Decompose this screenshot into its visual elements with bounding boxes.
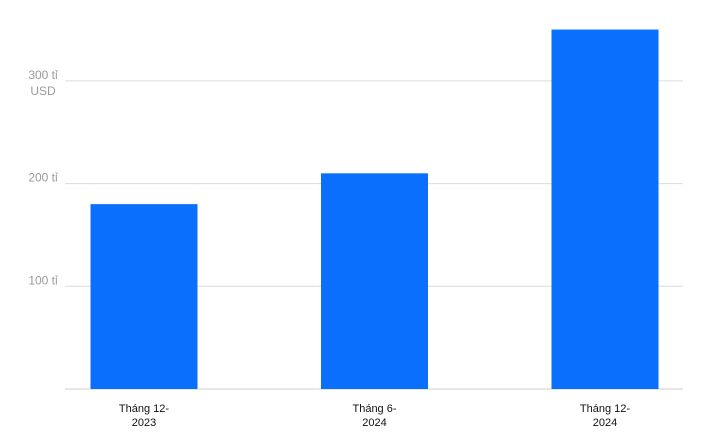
y-tick-label: 300 tỉ USD bbox=[28, 68, 58, 98]
x-tick-label: Tháng 12-2024 bbox=[580, 403, 630, 429]
bar bbox=[321, 173, 428, 389]
bar bbox=[551, 29, 659, 390]
x-tick-label: Tháng 12-2023 bbox=[119, 403, 169, 429]
y-tick-label: 100 tỉ bbox=[28, 273, 58, 287]
y-tick-label: 200 tỉ bbox=[28, 171, 58, 185]
x-tick-label: Tháng 6-2024 bbox=[352, 403, 396, 429]
bar bbox=[90, 204, 198, 389]
